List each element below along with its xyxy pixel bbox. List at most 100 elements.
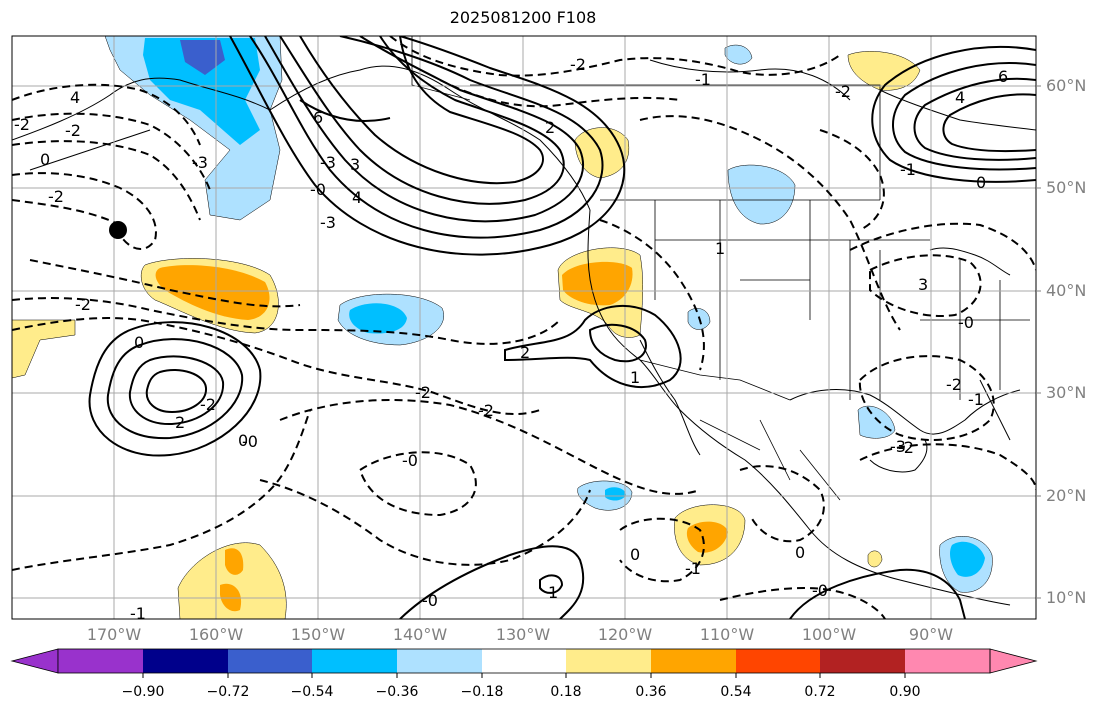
coastline-florida — [979, 379, 1011, 441]
colorbar-ticks — [142, 673, 906, 678]
map-title: 2025081200 F108 — [449, 8, 597, 27]
negative-anomaly-plains-light — [727, 164, 796, 225]
contour-label: -2 — [898, 438, 914, 457]
contour-label: -2 — [570, 55, 586, 74]
negative-anomaly-gulf-light — [857, 405, 896, 439]
colorbar-tick-label: 0.90 — [889, 684, 921, 700]
colorbar-extend-low — [10, 648, 59, 674]
contour-label: 0 — [795, 543, 805, 562]
contour-label: 2 — [520, 343, 530, 362]
dashed-contour-11 — [279, 399, 701, 495]
negative-contours — [12, 36, 1036, 619]
positive-anomaly-west-edge — [12, 319, 76, 379]
contour-label: 0 — [238, 431, 248, 450]
negative-anomaly-alaska-dark — [180, 40, 225, 75]
lon-label-120w: 120°W — [597, 625, 653, 644]
contour-low-closed-4 — [145, 369, 208, 414]
contour-label: 1 — [548, 583, 558, 602]
coastline-aleutians — [29, 129, 151, 171]
contour-label: -2 — [415, 383, 431, 402]
positive-anomaly-central-pacific-dark — [155, 265, 270, 320]
contour-label: -0 — [422, 591, 438, 610]
contour-label: 6 — [998, 67, 1008, 86]
contour-label: 3 — [350, 155, 360, 174]
colorbar-tick-label: 0.36 — [635, 684, 667, 700]
dashed-contour-8 — [12, 409, 311, 571]
colorbar-tick-label: −0.36 — [375, 684, 419, 700]
positive-anomaly-california-dark — [562, 261, 633, 306]
colorbar-tick-label: 0.72 — [804, 684, 836, 700]
dashed-contour-1 — [12, 83, 201, 146]
contour-label: -2 — [48, 187, 64, 206]
contour-label: -2 — [835, 82, 851, 101]
coastline-gulf-of-mexico — [789, 389, 1021, 435]
map-border — [11, 35, 1037, 620]
colorbar-segment-8 — [651, 649, 736, 673]
colorbar-tick-label: −0.90 — [121, 684, 165, 700]
dashed-contour-13 — [639, 115, 901, 331]
lat-label-50n: 50°N — [1046, 178, 1087, 197]
contour-label: 0 — [134, 333, 144, 352]
contour-label: -1 — [968, 390, 984, 409]
contour-low-closed-2 — [106, 338, 244, 440]
contour-label-group: 4 -2 0 -2 -3 -2 -3 6 3 4 2 -2 -0 -3 2 -2… — [14, 55, 1008, 619]
lon-label-130w: 130°W — [495, 625, 551, 644]
contour-label: -3 — [320, 213, 336, 232]
contour-hudson-ridge-4 — [942, 93, 1036, 153]
coastline-hudson-bay — [879, 89, 1036, 131]
coastline-baja — [639, 339, 701, 456]
lat-label-10n: 10°N — [1046, 588, 1087, 607]
dashed-contour-17 — [858, 355, 995, 441]
negative-anomaly-central-america-medium — [950, 541, 985, 577]
dashed-contour-4 — [12, 172, 157, 250]
colorbar-tick-label: 0.18 — [550, 684, 582, 700]
colorbar-outline — [57, 648, 991, 674]
contour-ridge-3 — [279, 36, 565, 205]
contour-label: -3 — [320, 153, 336, 172]
contour-hudson-ridge-1 — [871, 45, 1036, 183]
contour-label: 1 — [630, 368, 640, 387]
contour-low-closed-1 — [88, 321, 262, 457]
colorbar-segment-4 — [312, 649, 397, 673]
lat-label-20n: 20°N — [1046, 486, 1087, 505]
colorbar-segment-1 — [58, 649, 143, 673]
contour-label: -3 — [192, 153, 208, 172]
contour-label: -0 — [310, 180, 326, 199]
dashed-contour-23 — [439, 79, 681, 108]
dashed-contour-20 — [619, 517, 705, 583]
dashed-contour-21 — [719, 587, 886, 619]
dashed-contour-5 — [12, 297, 561, 345]
coastline-great-lakes — [929, 247, 1011, 276]
colorbar-tick-label: −0.18 — [460, 684, 504, 700]
contour-label: -1 — [685, 559, 701, 578]
colorbar-tick-label: 0.54 — [720, 684, 752, 700]
contour-low-closed-3 — [128, 355, 225, 426]
contour-hudson-ridge-2 — [892, 62, 1036, 171]
negative-anomaly-canada-small — [724, 44, 753, 65]
positive-anomaly-hudson-light — [847, 51, 921, 91]
contour-label: -1 — [900, 160, 916, 179]
dashed-contour-19 — [739, 465, 825, 543]
dashed-contour-14 — [599, 219, 705, 371]
contour-label: 4 — [70, 88, 80, 107]
coastline-alaska — [12, 65, 591, 211]
coastline-north-america-west — [587, 209, 1011, 606]
positive-anomaly-hawaii-light — [177, 542, 287, 619]
dashed-contour-9 — [259, 479, 591, 566]
lat-label-60n: 60°N — [1046, 76, 1087, 95]
contour-ridge-4 — [299, 36, 544, 185]
contour-label: -0 — [958, 313, 974, 332]
contour-ridge-5 — [229, 36, 626, 256]
lon-label-160w: 160°W — [188, 625, 244, 644]
contour-label: 0 — [40, 150, 50, 169]
contour-label: -0 — [402, 451, 418, 470]
coastlines — [12, 59, 1036, 606]
contour-label: -0 — [242, 432, 258, 451]
contour-label: 4 — [955, 88, 965, 107]
lat-tick-marks — [1036, 85, 1041, 599]
colorbar-segment-3 — [228, 649, 312, 673]
lon-label-170w: 170°W — [86, 625, 142, 644]
colorbar-segment-10 — [820, 649, 905, 673]
colorbar-tick-label: −0.72 — [206, 684, 250, 700]
dashed-contour-2 — [12, 112, 211, 191]
